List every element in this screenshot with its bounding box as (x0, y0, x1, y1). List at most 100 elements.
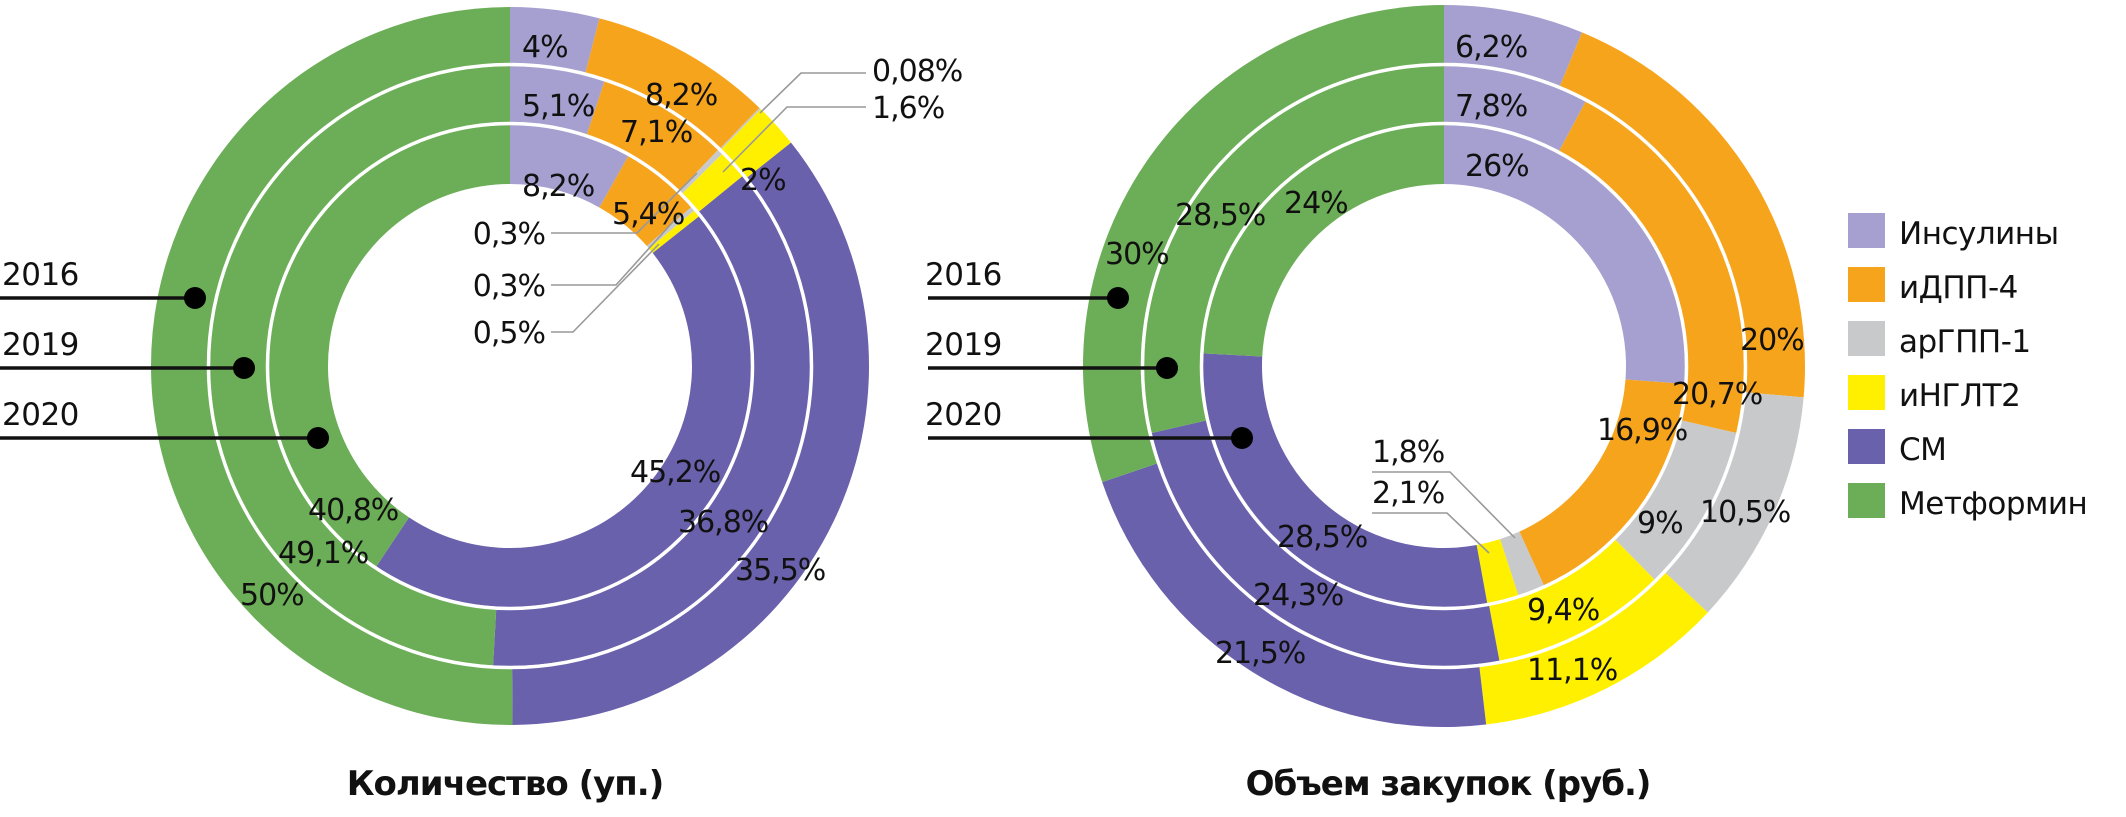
data-label-2019-см: 24,3% (1253, 578, 1343, 613)
year-label-2020: 2020 (925, 397, 1002, 433)
data-label-2016-аргпп-1: 10,5% (1700, 495, 1790, 530)
slice-2019-аргпп-1 (678, 149, 723, 195)
data-label-2019-идпп-4: 20,7% (1672, 377, 1762, 412)
year-marker-dot-2016 (1107, 287, 1129, 309)
slice-2020-инглт2 (649, 210, 699, 254)
ring-separator (265, 121, 755, 611)
legend-item-идпп-4: иДПП-4 (1848, 267, 2018, 306)
data-label-2016-инсулины: 4% (522, 30, 568, 65)
callout-line-2016-аргпп-1 (759, 72, 866, 114)
slice-2019-инсулины (510, 66, 605, 136)
chart-purchase-volume-data-labels: 6,2% 20% 10,5% 11,1% 21,5% 30% 7,8% 20,7% 9% 9,4%… (1105, 30, 1805, 688)
year-marker-dot-2019 (1156, 357, 1178, 379)
slice-2020-см (376, 216, 751, 607)
data-label-2019-инсулины: 5,1% (522, 89, 594, 124)
chart-quantity-title: Количество (уп.) (347, 764, 664, 804)
year-label-2019: 2019 (2, 327, 79, 363)
data-label-2019-аргпп-1: 9% (1637, 506, 1683, 541)
slice-2019-см (1151, 420, 1500, 666)
legend-swatch (1848, 321, 1885, 356)
chart-quantity: 4% 8,2% 0,08% 2% 35,5% 50% 5,1% 7,1% 0,3% 1,6% 36,… (0, 6, 963, 804)
legend-item-инсулины: Инсулины (1848, 213, 2059, 252)
chart-purchase-volume-ring-separators (1140, 62, 1748, 670)
year-label-2020: 2020 (2, 397, 79, 433)
year-marker-dot-2020 (1231, 427, 1253, 449)
data-label-2016-метформин: 30% (1105, 237, 1169, 272)
slice-2019-метформин (1143, 66, 1444, 434)
legend-swatch (1848, 483, 1885, 518)
data-label-2019-инглт2: 1,6% (872, 91, 944, 126)
slice-2019-идпп-4 (586, 81, 719, 191)
legend-item-аргпп-1: арГПП-1 (1848, 321, 2031, 360)
data-label-2016-идпп-4: 20% (1740, 323, 1804, 358)
ring-separator (206, 62, 814, 670)
slice-2016-аргпп-1 (1664, 392, 1804, 613)
callout-line-2019-аргпп-1 (551, 172, 698, 234)
chart-purchase-volume-title: Объем закупок (руб.) (1246, 764, 1651, 804)
slice-2016-инглт2 (720, 109, 792, 179)
year-label-2016: 2016 (925, 257, 1002, 293)
callout-line-2020-аргпп-1 (1372, 471, 1516, 539)
callout-line-2019-инглт2 (722, 106, 866, 173)
year-label-2016: 2016 (2, 257, 79, 293)
data-label-2020-метформин: 40,8% (308, 493, 398, 528)
chart-purchase-volume: 6,2% 20% 10,5% 11,1% 21,5% 30% 7,8% 20,7% 9% 9,4%… (925, 5, 1805, 804)
legend: Инсулины иДПП-4 арГПП-1 иНГЛТ2 СМ Метформин (1848, 213, 2088, 522)
data-label-2020-см: 28,5% (1277, 520, 1367, 555)
callout-line-2020-инглт2 (551, 243, 660, 333)
data-label-2019-аргпп-1: 0,3% (473, 217, 545, 252)
chart-quantity-ring-separators (206, 62, 814, 670)
callout-line-2020-инглт2 (1372, 512, 1490, 554)
slice-2020-метформин (1203, 125, 1444, 357)
data-label-2020-метформин: 24% (1284, 186, 1348, 221)
data-label-2016-см: 35,5% (735, 553, 825, 588)
data-label-2020-идпп-4: 5,4% (612, 197, 684, 232)
data-label-2019-см: 36,8% (678, 505, 768, 540)
legend-item-метформин: Метформин (1848, 483, 2088, 522)
data-label-2020-инглт2: 0,5% (473, 316, 545, 351)
chart-purchase-volume-slices (1083, 5, 1805, 727)
slice-2019-инглт2 (1488, 539, 1655, 661)
slice-2020-инсулины (1444, 125, 1685, 384)
slice-2016-идпп-4 (585, 18, 760, 149)
data-label-2020-инсулины: 26% (1465, 149, 1529, 184)
slice-2020-инглт2 (1476, 539, 1519, 604)
data-label-2016-идпп-4: 8,2% (645, 78, 717, 113)
slice-2020-метформин (269, 125, 510, 567)
slice-2016-см (1102, 463, 1487, 727)
slice-2019-метформин (210, 66, 510, 666)
legend-swatch (1848, 267, 1885, 302)
slice-2020-инсулины (510, 125, 629, 208)
data-label-2016-метформин: 50% (240, 578, 304, 613)
chart-quantity-callout-lines (551, 72, 866, 333)
data-label-2020-аргпп-1: 1,8% (1372, 435, 1444, 470)
legend-item-инглт2: иНГЛТ2 (1848, 375, 2021, 414)
slice-2016-инсулины (1444, 5, 1583, 87)
legend-label: Инсулины (1899, 216, 2059, 252)
data-label-2019-метформин: 49,1% (278, 536, 368, 571)
slice-2016-см (512, 142, 869, 725)
slice-2016-аргпп-1 (719, 107, 761, 150)
legend-label: иДПП-4 (1899, 270, 2018, 306)
chart-purchase-volume-year-markers: 2016 2019 2020 (925, 257, 1253, 449)
data-label-2016-аргпп-1: 0,08% (872, 54, 962, 89)
slice-2020-аргпп-1 (1500, 531, 1544, 596)
year-marker-dot-2019 (233, 357, 255, 379)
slice-2016-инглт2 (1479, 572, 1708, 725)
slice-2019-см (493, 176, 810, 667)
legend-label: Метформин (1899, 486, 2087, 522)
legend-swatch (1848, 429, 1885, 464)
legend-label: СМ (1899, 432, 1946, 468)
chart-quantity-data-labels: 4% 8,2% 0,08% 2% 35,5% 50% 5,1% 7,1% 0,3% 1,6% 36,… (240, 30, 963, 613)
slice-2020-идпп-4 (599, 156, 692, 247)
data-label-2020-инглт2: 2,1% (1372, 476, 1444, 511)
slice-2019-инсулины (1444, 66, 1586, 152)
legend-label: арГПП-1 (1899, 324, 2031, 360)
legend-label: иНГЛТ2 (1899, 378, 2020, 414)
ring-separator (1140, 62, 1748, 670)
data-label-2016-инглт2: 2% (740, 163, 786, 198)
year-marker-dot-2020 (307, 427, 329, 449)
data-label-2016-инсулины: 6,2% (1455, 30, 1527, 65)
legend-item-см: СМ (1848, 429, 1947, 468)
